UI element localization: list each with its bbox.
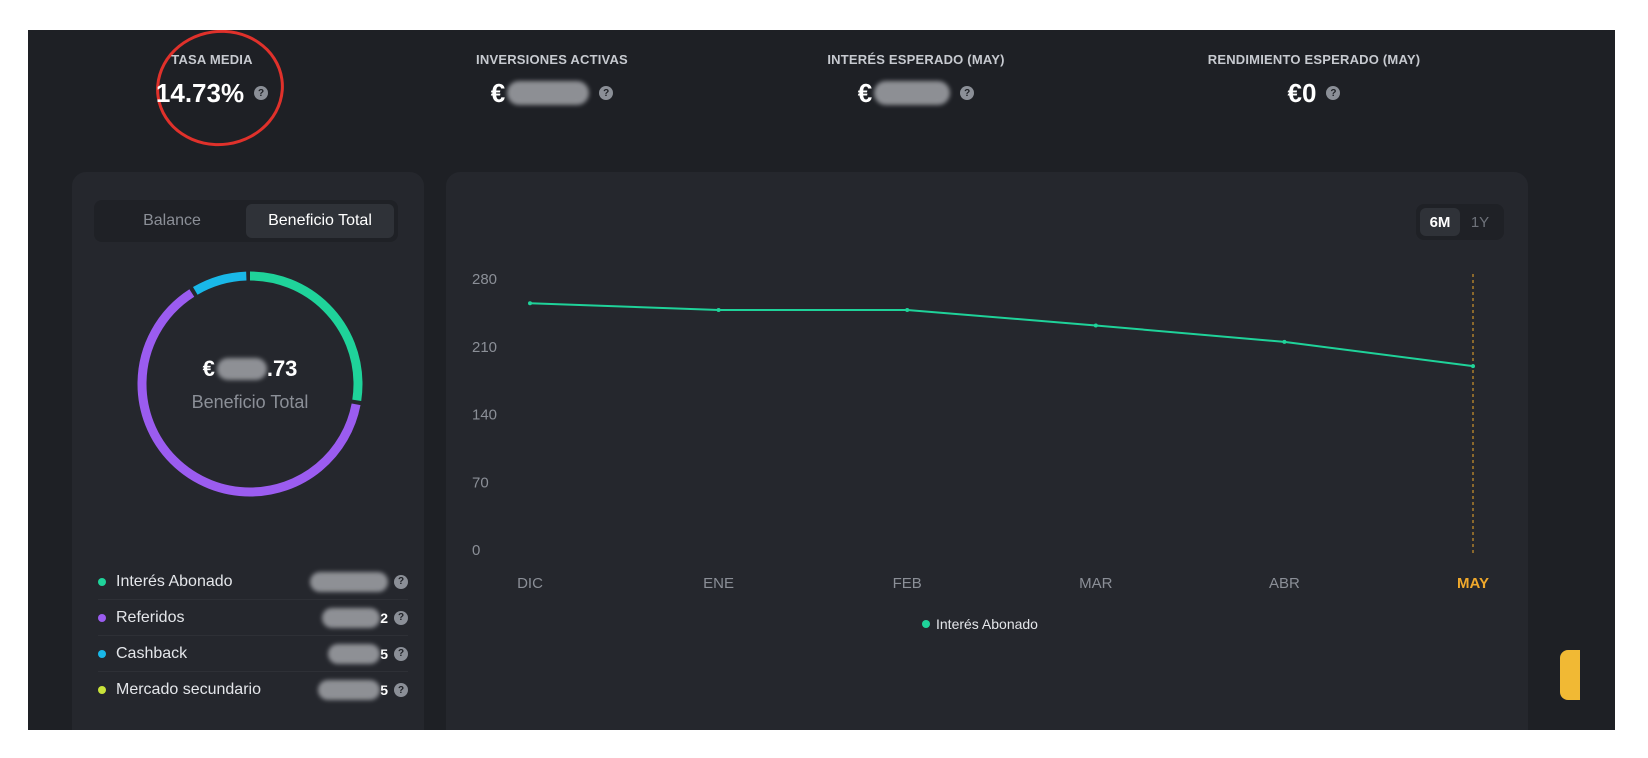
legend-dot xyxy=(98,613,106,622)
legend-value: 5 ? xyxy=(316,680,408,700)
donut-value: € .73 xyxy=(203,356,298,382)
help-icon[interactable]: ? xyxy=(394,610,408,625)
legend-value-suffix: 2 xyxy=(380,609,388,626)
y-tick-label: 140 xyxy=(472,407,497,424)
stat-label: TASA MEDIA xyxy=(171,52,253,67)
legend-dot xyxy=(922,620,930,628)
x-tick-label: ABR xyxy=(1269,575,1300,592)
y-tick-label: 210 xyxy=(472,339,497,356)
legend-value: 2 ? xyxy=(320,607,408,628)
stat-value: € xyxy=(490,77,506,108)
range-toggle: 6M 1Y xyxy=(1416,204,1504,240)
x-tick-label: ENE xyxy=(703,575,734,592)
chart-legend: Interés Abonado xyxy=(922,616,1038,632)
help-icon[interactable]: ? xyxy=(254,86,269,100)
benefit-legend: Interés Abonado ? Referidos 2 ? Cashbac xyxy=(98,564,408,708)
range-1y[interactable]: 1Y xyxy=(1470,213,1490,231)
y-tick-label: 70 xyxy=(472,474,489,491)
donut-segment[interactable] xyxy=(137,271,363,497)
benefit-panel: Balance Beneficio Total € .73 Beneficio … xyxy=(72,172,424,730)
legend-label: Referidos xyxy=(116,608,185,626)
side-tab[interactable] xyxy=(1560,650,1580,700)
series-line xyxy=(529,302,1474,368)
legend-item-interes-abonado: Interés Abonado ? xyxy=(98,564,408,600)
tab-balance[interactable]: Balance xyxy=(143,212,201,229)
donut-value-suffix: .73 xyxy=(266,355,298,381)
help-icon[interactable]: ? xyxy=(599,86,614,100)
redacted-value xyxy=(874,81,951,105)
data-point[interactable] xyxy=(716,307,721,312)
interest-chart-panel: 6M 1Y 0 70 140 210 280 DIC ENE FEB MAR ABR MAY Int… xyxy=(446,172,1528,730)
stat-tasa-media: TASA MEDIA 14.73% ? xyxy=(62,52,362,108)
view-toggle: Balance Beneficio Total xyxy=(94,200,398,242)
stat-value: €0 xyxy=(1287,77,1317,108)
help-icon[interactable]: ? xyxy=(960,86,975,100)
legend-item-cashback: Cashback 5 ? xyxy=(98,636,408,672)
help-icon[interactable]: ? xyxy=(394,574,408,589)
legend-value-suffix: 5 xyxy=(380,682,388,698)
stat-value: 14.73% xyxy=(155,77,245,108)
x-tick-label: DIC xyxy=(517,575,543,592)
tab-beneficio-total[interactable]: Beneficio Total xyxy=(246,204,394,238)
stat-interes-esperado: INTERÉS ESPERADO (MAY) € ? xyxy=(766,52,1066,108)
legend-label: Cashback xyxy=(116,644,188,662)
dashboard: TASA MEDIA 14.73% ? INVERSIONES ACTIVAS … xyxy=(28,30,1615,730)
legend-dot xyxy=(98,577,106,586)
data-point[interactable] xyxy=(1282,339,1287,344)
legend-dot xyxy=(98,649,106,658)
redacted-value xyxy=(310,571,388,592)
legend-item-mercado-secundario: Mercado secundario 5 ? xyxy=(98,672,408,708)
donut-center: € .73 Beneficio Total xyxy=(130,264,370,504)
donut-caption: Beneficio Total xyxy=(191,391,309,412)
data-point[interactable] xyxy=(1093,323,1098,328)
legend-value: ? xyxy=(308,571,408,592)
x-tick-label: FEB xyxy=(893,575,922,592)
y-tick-label: 0 xyxy=(472,542,480,559)
help-icon[interactable]: ? xyxy=(1326,86,1341,100)
redacted-value xyxy=(322,607,381,628)
x-tick-label: MAR xyxy=(1079,575,1113,592)
donut-value-prefix: € xyxy=(202,355,215,381)
redacted-value xyxy=(318,680,381,700)
stat-value: € xyxy=(857,77,873,108)
stat-inversiones-activas: INVERSIONES ACTIVAS € ? xyxy=(402,52,702,108)
data-point[interactable] xyxy=(1471,364,1475,369)
x-tick-label: MAY xyxy=(1457,575,1489,592)
redacted-value xyxy=(507,81,590,105)
help-icon[interactable]: ? xyxy=(394,646,408,661)
data-point[interactable] xyxy=(528,301,532,306)
stat-label: INVERSIONES ACTIVAS xyxy=(476,52,628,67)
help-icon[interactable]: ? xyxy=(394,683,408,697)
stat-rendimiento-esperado: RENDIMIENTO ESPERADO (MAY) €0 ? xyxy=(1164,52,1464,108)
range-6m[interactable]: 6M xyxy=(1420,208,1460,236)
redacted-value xyxy=(328,643,381,664)
redacted-value xyxy=(216,357,267,380)
donut-segment[interactable] xyxy=(137,271,363,497)
legend-value-suffix: 5 xyxy=(380,645,388,662)
legend-item-referidos: Referidos 2 ? xyxy=(98,600,408,636)
legend-value: 5 ? xyxy=(326,643,408,664)
stat-label: INTERÉS ESPERADO (MAY) xyxy=(827,52,1005,67)
interest-line-chart: 0 70 140 210 280 DIC ENE FEB MAR ABR MAY xyxy=(472,271,1489,592)
benefit-donut-chart xyxy=(137,271,363,497)
legend-label: Interés Abonado xyxy=(116,572,233,590)
legend-label: Mercado secundario xyxy=(116,681,261,698)
y-tick-label: 280 xyxy=(472,271,497,288)
data-point[interactable] xyxy=(905,307,910,312)
legend-dot xyxy=(98,686,106,694)
stat-label: RENDIMIENTO ESPERADO (MAY) xyxy=(1207,52,1421,67)
legend-label: Interés Abonado xyxy=(936,616,1038,632)
